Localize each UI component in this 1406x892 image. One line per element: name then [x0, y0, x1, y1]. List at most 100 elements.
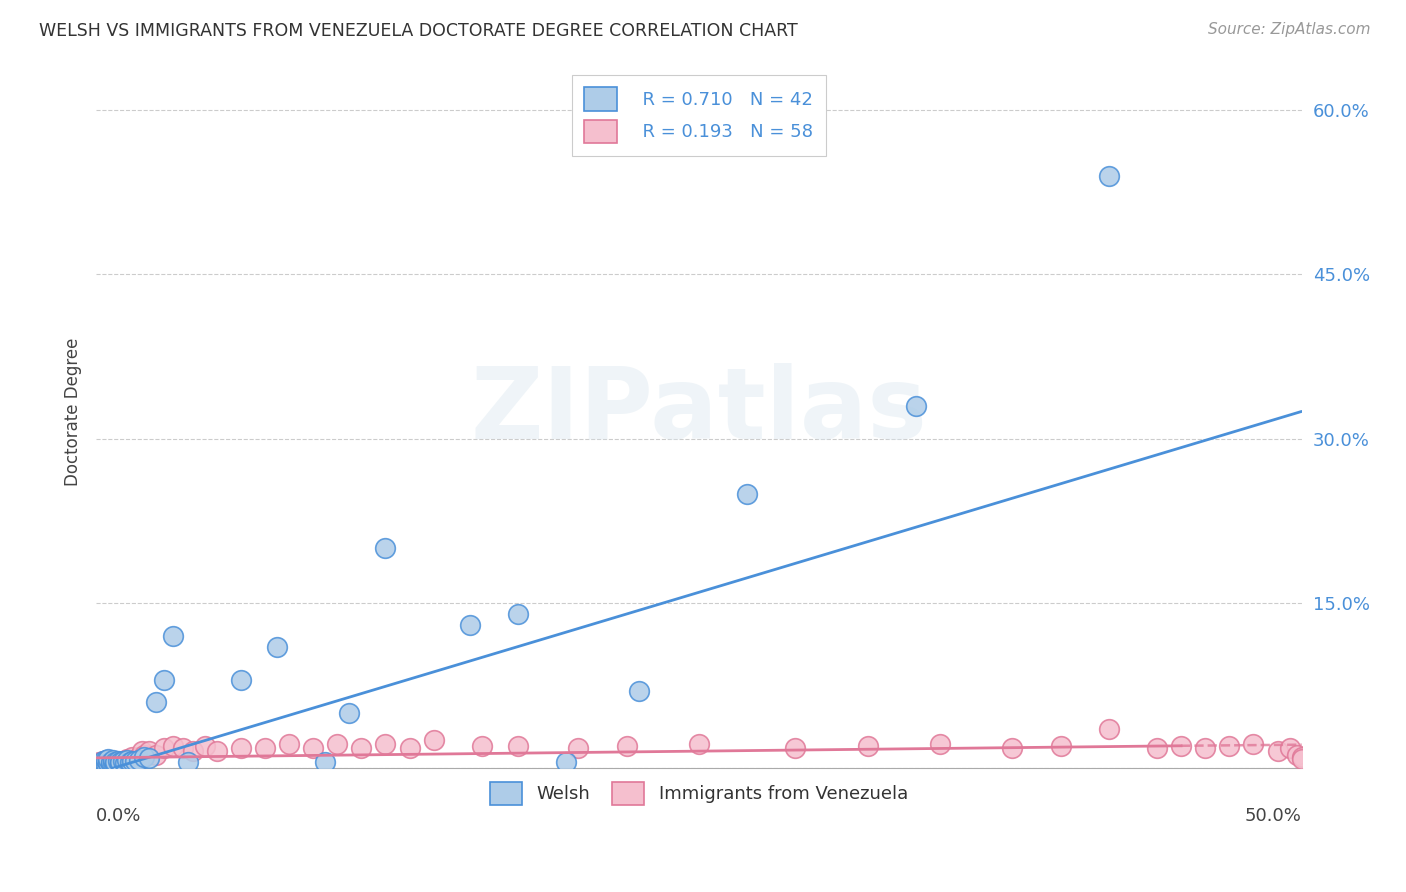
- Point: [145, 695, 167, 709]
- Y-axis label: Doctorate Degree: Doctorate Degree: [65, 337, 82, 485]
- Point: [101, 756, 124, 771]
- Point: [94, 757, 117, 772]
- Text: ZIPatlas: ZIPatlas: [471, 363, 928, 460]
- Point: [128, 753, 150, 767]
- Point: [138, 744, 160, 758]
- Point: [128, 749, 150, 764]
- Point: [266, 640, 288, 654]
- Point: [162, 739, 184, 753]
- Point: [117, 753, 139, 767]
- Point: [314, 756, 336, 770]
- Point: [91, 756, 114, 771]
- Point: [181, 744, 204, 758]
- Legend: Welsh, Immigrants from Venezuela: Welsh, Immigrants from Venezuela: [482, 774, 915, 812]
- Point: [94, 757, 117, 772]
- Point: [121, 754, 143, 768]
- Point: [374, 541, 396, 556]
- Point: [97, 753, 120, 767]
- Point: [929, 737, 952, 751]
- Point: [567, 741, 589, 756]
- Point: [117, 752, 139, 766]
- Point: [278, 737, 301, 751]
- Point: [856, 739, 879, 753]
- Point: [108, 756, 131, 771]
- Point: [134, 747, 156, 762]
- Point: [114, 756, 136, 771]
- Point: [90, 756, 112, 771]
- Point: [302, 741, 325, 756]
- Point: [104, 756, 127, 770]
- Point: [506, 607, 529, 622]
- Point: [97, 752, 120, 766]
- Point: [124, 754, 146, 768]
- Point: [785, 741, 807, 756]
- Point: [1146, 741, 1168, 756]
- Point: [471, 739, 494, 753]
- Point: [172, 741, 194, 756]
- Point: [627, 684, 650, 698]
- Point: [114, 756, 136, 771]
- Point: [87, 756, 110, 770]
- Point: [688, 737, 710, 751]
- Point: [97, 756, 120, 771]
- Point: [1278, 741, 1301, 756]
- Point: [107, 754, 129, 768]
- Point: [118, 756, 141, 770]
- Point: [555, 756, 578, 770]
- Point: [104, 754, 127, 768]
- Point: [108, 756, 131, 770]
- Point: [121, 749, 143, 764]
- Point: [118, 756, 141, 770]
- Point: [1098, 169, 1121, 183]
- Text: 50.0%: 50.0%: [1244, 807, 1302, 825]
- Point: [1243, 737, 1265, 751]
- Point: [1218, 739, 1240, 753]
- Point: [124, 753, 146, 767]
- Point: [1285, 747, 1308, 762]
- Point: [152, 741, 174, 756]
- Point: [506, 739, 529, 753]
- Point: [87, 758, 110, 772]
- Point: [326, 737, 349, 751]
- Point: [111, 754, 134, 768]
- Point: [350, 741, 373, 756]
- Point: [1170, 739, 1192, 753]
- Point: [108, 756, 131, 770]
- Point: [616, 739, 638, 753]
- Point: [134, 749, 156, 764]
- Text: WELSH VS IMMIGRANTS FROM VENEZUELA DOCTORATE DEGREE CORRELATION CHART: WELSH VS IMMIGRANTS FROM VENEZUELA DOCTO…: [39, 22, 799, 40]
- Text: Source: ZipAtlas.com: Source: ZipAtlas.com: [1208, 22, 1371, 37]
- Point: [253, 741, 276, 756]
- Point: [1194, 741, 1216, 756]
- Point: [152, 673, 174, 687]
- Point: [229, 741, 252, 756]
- Point: [458, 618, 481, 632]
- Point: [398, 741, 420, 756]
- Point: [101, 753, 124, 767]
- Point: [374, 737, 396, 751]
- Point: [100, 757, 122, 772]
- Point: [229, 673, 252, 687]
- Point: [194, 739, 217, 753]
- Point: [1049, 739, 1071, 753]
- Point: [111, 754, 134, 768]
- Point: [145, 747, 167, 762]
- Point: [337, 706, 360, 720]
- Point: [422, 733, 444, 747]
- Point: [904, 399, 927, 413]
- Point: [91, 754, 114, 768]
- Point: [205, 744, 228, 758]
- Point: [101, 756, 124, 771]
- Point: [90, 757, 112, 772]
- Point: [138, 751, 160, 765]
- Point: [1267, 744, 1289, 758]
- Point: [127, 752, 149, 766]
- Point: [1001, 741, 1024, 756]
- Point: [100, 756, 122, 770]
- Point: [177, 756, 200, 770]
- Point: [1098, 723, 1121, 737]
- Point: [131, 744, 153, 758]
- Point: [1291, 752, 1313, 766]
- Point: [100, 756, 122, 770]
- Point: [735, 486, 758, 500]
